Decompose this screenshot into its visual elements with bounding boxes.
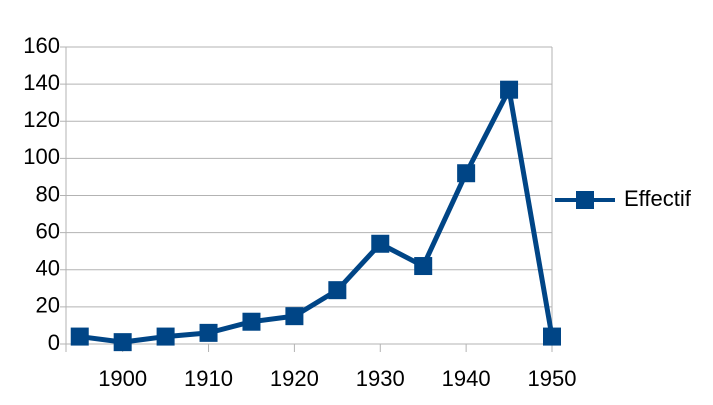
point-marker [199,323,218,342]
point-marker [328,281,347,300]
y-tick-label: 60 [36,218,60,243]
y-tick-label: 40 [36,256,60,281]
legend-marker [576,191,594,209]
x-tick-label: 1920 [270,366,319,391]
x-tick-label: 1940 [442,366,491,391]
y-tick-label: 160 [23,33,60,58]
x-tick-label: 1950 [528,366,577,391]
point-marker [156,327,175,346]
point-marker [371,234,390,253]
y-tick-label: 20 [36,293,60,318]
x-tick-label: 1910 [184,366,233,391]
point-marker [70,327,89,346]
point-marker [457,164,476,183]
y-tick-label: 120 [23,107,60,132]
y-tick-label: 140 [23,70,60,95]
y-tick-label: 100 [23,144,60,169]
point-marker [414,257,433,276]
point-marker [285,307,304,326]
y-tick-label: 0 [48,330,60,355]
point-marker [242,312,261,331]
y-tick-label: 80 [36,181,60,206]
series-line [79,87,555,345]
point-marker [500,80,519,99]
x-tick-label: 1930 [356,366,405,391]
point-marker [113,333,132,352]
x-tick-label: 1900 [98,366,147,391]
point-marker [543,327,561,346]
legend-label: Effectif [624,186,692,211]
